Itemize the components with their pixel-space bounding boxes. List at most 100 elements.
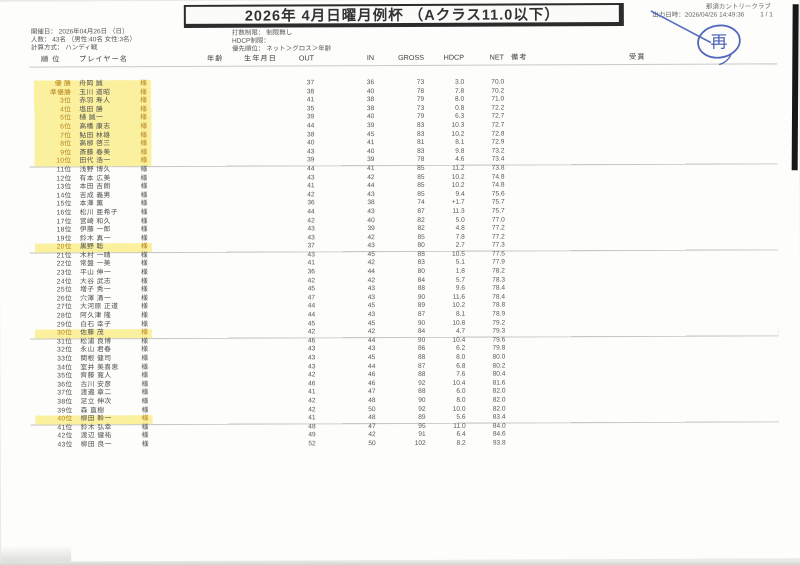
in-score-cell: 50 — [368, 405, 376, 413]
player-name-cell: 赤羽 寿人 — [79, 97, 111, 105]
gross-cell: 74 — [417, 199, 425, 207]
rank-cell: 37位 — [57, 389, 73, 397]
title-box: 2026年 4月日曜月例杯 （Aクラス11.0以下） — [183, 3, 624, 28]
hdcp-cell: 10.2 — [451, 173, 465, 181]
hdcp-cell: 10.4 — [452, 379, 466, 387]
rank-cell: 3位 — [60, 97, 72, 105]
rank-cell: 16位 — [56, 209, 72, 217]
honorific-cell: 様 — [141, 389, 149, 397]
in-score-cell: 47 — [368, 388, 376, 396]
rank-cell: 11位 — [56, 166, 72, 174]
player-name-cell: 渡邉 章二 — [80, 389, 112, 397]
in-score-cell: 48 — [368, 397, 376, 405]
honorific-cell: 様 — [141, 329, 149, 337]
in-score-cell: 43 — [367, 242, 375, 250]
hdcp-cell: 9.8 — [455, 147, 465, 155]
in-score-cell: 39 — [366, 122, 375, 130]
rank-cell: 13位 — [56, 183, 72, 191]
net-cell: 80.0 — [492, 353, 506, 361]
results-table: 順 位 プレイヤー名 年齢 生年月日 OUT IN GROSS HDCP NET… — [29, 50, 779, 450]
gross-cell: 102 — [414, 439, 426, 447]
in-score-cell: 43 — [367, 190, 375, 198]
net-cell: 74.8 — [491, 173, 505, 181]
col-birth: 生年月日 — [244, 53, 277, 63]
rank-cell: 30位 — [56, 329, 73, 337]
gross-cell: 83 — [416, 121, 425, 129]
out-score-cell: 52 — [308, 440, 316, 448]
net-cell: 78.4 — [492, 293, 506, 301]
gross-cell: 82 — [417, 224, 425, 233]
honorific-cell: 様 — [140, 97, 148, 105]
net-cell: 77.2 — [491, 233, 505, 241]
net-cell: 72.8 — [491, 130, 505, 138]
honorific-cell: 様 — [140, 217, 148, 225]
hdcp-cell: 4.7 — [456, 327, 466, 335]
hdcp-cell: 4.8 — [455, 224, 465, 232]
net-cell: 78.3 — [492, 276, 506, 284]
scan-bottom-shadow — [0, 561, 800, 565]
in-score-cell: 39 — [367, 156, 375, 164]
player-name-cell: 阿久津 隆 — [80, 312, 112, 320]
honorific-cell: 様 — [140, 174, 148, 182]
hdcp-cell: 11.3 — [452, 207, 465, 215]
hdcp-cell: 10.5 — [452, 250, 465, 258]
in-score-cell: 39 — [367, 225, 375, 233]
gross-cell: 78 — [416, 87, 425, 95]
hdcp-cell: 10.4 — [452, 336, 466, 344]
col-gross: GROSS — [398, 52, 425, 63]
gross-cell: 78 — [417, 156, 425, 164]
honorific-cell: 様 — [140, 88, 147, 96]
in-score-cell: 42 — [367, 233, 375, 241]
gross-cell: 89 — [417, 302, 426, 310]
in-score-cell: 45 — [367, 250, 375, 259]
hdcp-cell: 8.1 — [455, 310, 466, 318]
player-name-cell: 常盤 一美 — [79, 260, 112, 268]
player-name-cell: 松川 亜希子 — [79, 209, 118, 217]
net-cell: 77.5 — [492, 250, 505, 258]
rank-cell: 22位 — [56, 260, 72, 268]
in-score-cell: 40 — [367, 216, 375, 224]
player-name-cell: 齊藤 寛人 — [80, 372, 112, 380]
gross-cell: 90 — [417, 336, 426, 344]
hdcp-cell: 7.6 — [456, 370, 466, 378]
net-cell: 75.6 — [491, 190, 505, 198]
gross-cell: 85 — [417, 173, 425, 181]
in-score-cell: 42 — [367, 173, 375, 181]
hdcp-cell: 8.0 — [455, 95, 465, 103]
gross-cell: 90 — [418, 396, 426, 404]
gross-cell: 85 — [417, 190, 425, 198]
gross-cell: 86 — [417, 345, 426, 353]
player-name-cell: 高橋 康志 — [79, 123, 111, 131]
player-name-cell: 佐藤 茂 — [80, 329, 105, 337]
net-cell: 84.6 — [492, 430, 506, 438]
in-score-cell: 44 — [367, 268, 375, 276]
hdcp-cell: 10.0 — [452, 405, 466, 413]
hdcp-cell: 6.3 — [455, 113, 465, 121]
rank-cell: 6位 — [60, 123, 72, 131]
net-cell: 77.0 — [491, 216, 505, 224]
rank-cell: 43位 — [57, 441, 73, 449]
honorific-cell: 様 — [140, 260, 148, 268]
gross-cell: 83 — [417, 259, 425, 267]
net-cell: 71.0 — [491, 95, 505, 103]
hdcp-cell: 8.2 — [456, 439, 466, 447]
net-cell: 72.9 — [491, 138, 505, 146]
hdcp-cell: 6.8 — [456, 362, 466, 370]
hdcp-cell: 8.0 — [456, 353, 466, 361]
hdcp-cell: +1.7 — [451, 199, 465, 207]
gross-cell: 79 — [416, 96, 425, 104]
net-cell: 75.7 — [491, 198, 505, 206]
in-score-cell: 45 — [367, 130, 375, 138]
in-score-cell: 40 — [366, 113, 375, 121]
output-timestamp-line: 出力日時：2026/04/26 14:49:36 1 / 1 — [652, 8, 773, 19]
col-note: 備考 — [511, 52, 528, 62]
player-name-cell: 本田 吉朗 — [79, 183, 111, 191]
in-score-cell: 40 — [367, 147, 375, 155]
hdcp-cell: 10.3 — [451, 121, 465, 129]
player-name-cell: 黒野 聡 — [79, 243, 104, 251]
honorific-cell: 様 — [140, 226, 148, 234]
rank-cell: 20位 — [56, 243, 72, 251]
table-row: 43位 柳田 良一 様 52 50 102 8.2 93.8 — [31, 438, 779, 450]
calculation-method: 計算方式： ハンディ戦 — [30, 44, 98, 53]
honorific-cell: 様 — [140, 209, 148, 217]
